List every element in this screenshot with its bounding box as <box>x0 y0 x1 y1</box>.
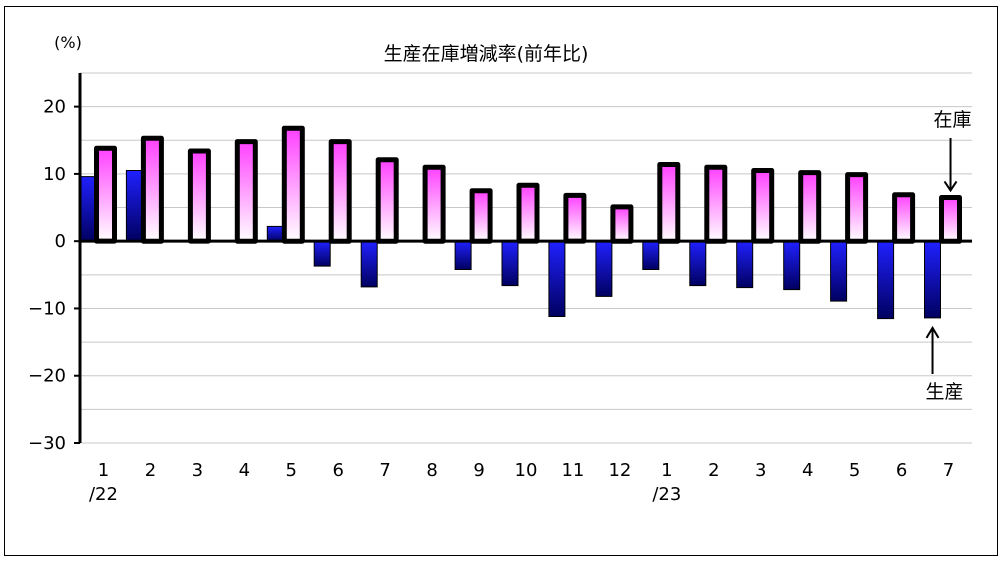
annotation-production: 生産 <box>926 381 964 403</box>
bar-inventory <box>751 168 775 244</box>
bar-inventory <box>469 188 493 244</box>
bar-production <box>783 240 801 291</box>
bar-production <box>360 240 378 288</box>
annotation-inventory: 在庫 <box>934 109 972 131</box>
bar-inventory <box>704 164 728 244</box>
bar-production <box>877 240 895 320</box>
x-tick-label: 1 <box>98 460 109 481</box>
bar-inventory <box>516 182 540 244</box>
grid-lines <box>80 72 972 444</box>
bar-inventory <box>892 192 916 244</box>
bar-production <box>736 240 754 289</box>
x-tick-label: 6 <box>332 460 343 481</box>
bar-production <box>313 240 331 267</box>
bar-inventory <box>563 192 587 244</box>
bar-production <box>454 240 472 270</box>
x-tick-label: 4 <box>802 460 813 481</box>
bar-production <box>125 170 143 242</box>
bar-production <box>642 240 660 270</box>
bars-layer <box>79 125 962 320</box>
unit-label: (%) <box>54 33 82 52</box>
bar-production <box>830 240 848 302</box>
bar-production <box>266 225 284 242</box>
x-tick-label: 4 <box>239 460 250 481</box>
bar-inventory <box>140 135 164 244</box>
x-tick-label: 3 <box>192 460 203 481</box>
bar-inventory <box>845 172 869 244</box>
bar-inventory <box>328 139 352 244</box>
year-label: /23 <box>652 484 681 505</box>
x-tick-label: 11 <box>561 460 584 481</box>
bar-production <box>501 240 519 287</box>
bar-inventory <box>375 157 399 244</box>
x-tick-label: 8 <box>426 460 437 481</box>
bar-inventory <box>422 164 446 244</box>
y-tick-label: −30 <box>28 433 66 454</box>
y-tick-label: −20 <box>28 366 66 387</box>
arrow-inventory-head <box>943 180 958 193</box>
bar-production <box>689 240 707 287</box>
bar-inventory <box>798 170 822 244</box>
x-tick-label: 3 <box>755 460 766 481</box>
x-tick-label: 12 <box>608 460 631 481</box>
bar-inventory <box>187 148 211 244</box>
bar-inventory <box>610 204 634 244</box>
x-tick-label: 7 <box>379 460 390 481</box>
axes-layer <box>74 73 972 444</box>
chart-title: 生産在庫増減率(前年比) <box>384 43 589 65</box>
y-tick-label: 10 <box>43 164 66 185</box>
bar-production <box>548 240 566 317</box>
bar-inventory <box>234 139 258 244</box>
bar-inventory <box>281 125 305 244</box>
bar-production <box>79 176 96 242</box>
bar-inventory <box>94 145 117 244</box>
x-tick-label: 2 <box>708 460 719 481</box>
x-tick-label: 5 <box>286 460 297 481</box>
y-tick-label: 20 <box>43 97 66 118</box>
y-tick-label: −10 <box>28 298 66 319</box>
bar-inventory <box>939 195 962 244</box>
x-tick-label: 1 <box>661 460 672 481</box>
x-tick-label: 9 <box>473 460 484 481</box>
arrow-production-head <box>925 325 940 339</box>
x-tick-label: 6 <box>896 460 907 481</box>
year-label: /22 <box>89 484 118 505</box>
bar-inventory <box>657 162 681 244</box>
x-tick-label: 2 <box>145 460 156 481</box>
x-tick-label: 7 <box>943 460 954 481</box>
bar-production <box>595 240 613 297</box>
y-tick-label: 0 <box>55 231 66 252</box>
bar-production <box>924 240 941 319</box>
x-tick-label: 10 <box>515 460 538 481</box>
x-tick-label: 5 <box>849 460 860 481</box>
